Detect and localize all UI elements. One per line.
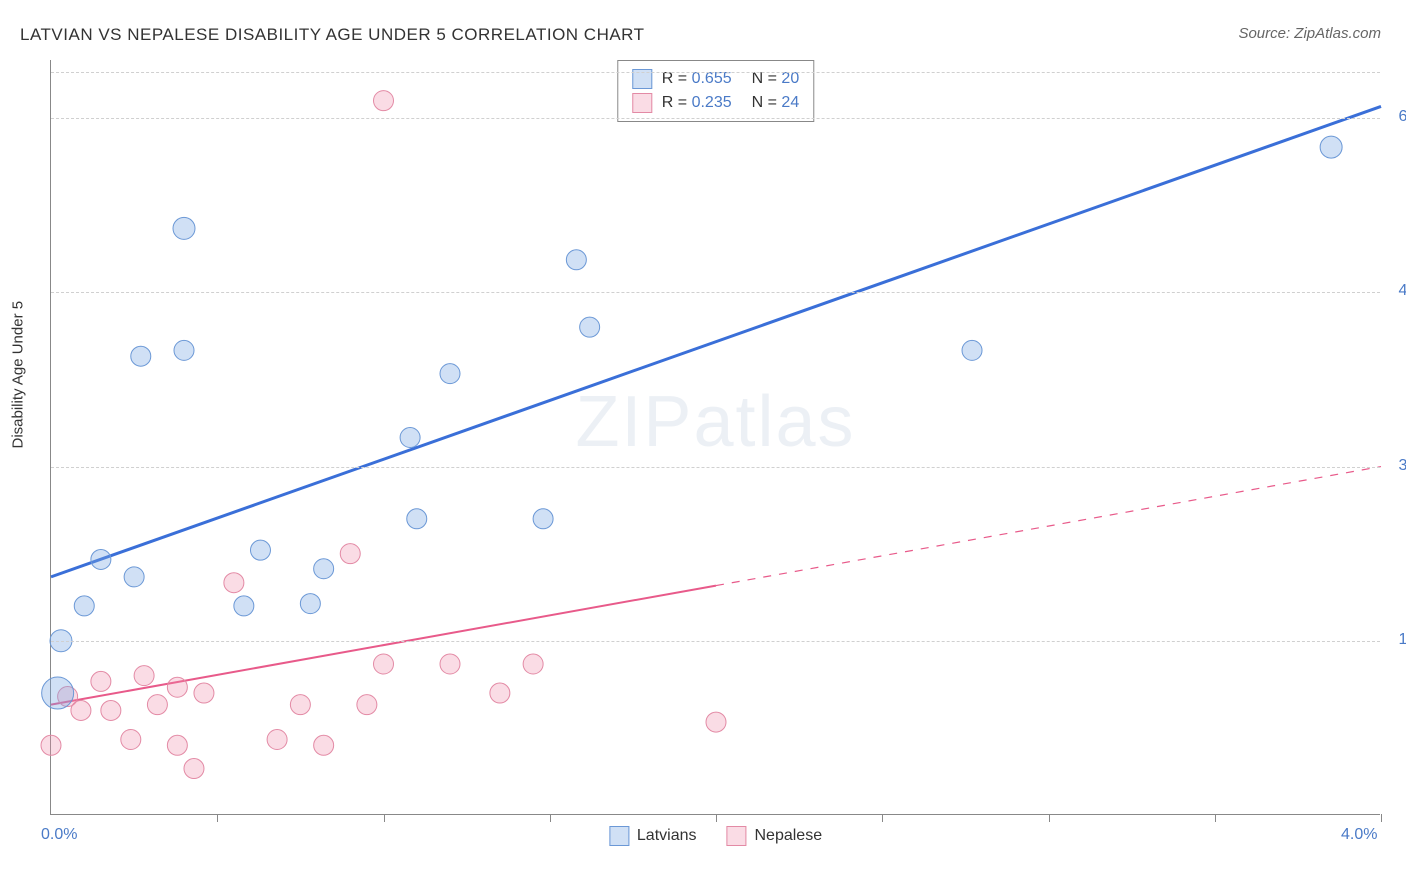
legend-stat-row-nepalese: R = 0.235 N = 24 bbox=[632, 91, 799, 115]
data-point-nepalese bbox=[523, 654, 543, 674]
data-point-latvians bbox=[533, 509, 553, 529]
x-tick bbox=[384, 814, 385, 822]
data-point-latvians bbox=[174, 340, 194, 360]
data-point-latvians bbox=[42, 677, 74, 709]
legend-label-latvians: Latvians bbox=[637, 827, 697, 845]
data-point-nepalese bbox=[134, 666, 154, 686]
y-axis-label: Disability Age Under 5 bbox=[10, 301, 27, 449]
x-tick bbox=[1381, 814, 1382, 822]
stat-n-value-nepalese: 24 bbox=[781, 94, 799, 111]
data-point-latvians bbox=[407, 509, 427, 529]
x-tick bbox=[217, 814, 218, 822]
data-point-latvians bbox=[580, 317, 600, 337]
chart-title: LATVIAN VS NEPALESE DISABILITY AGE UNDER… bbox=[20, 25, 645, 45]
data-point-latvians bbox=[91, 549, 111, 569]
x-tick bbox=[882, 814, 883, 822]
stat-r-latvians: R = 0.655 bbox=[662, 70, 732, 88]
data-point-latvians bbox=[250, 540, 270, 560]
data-point-latvians bbox=[314, 559, 334, 579]
data-point-latvians bbox=[1320, 136, 1342, 158]
data-point-nepalese bbox=[290, 695, 310, 715]
x-tick bbox=[1215, 814, 1216, 822]
data-point-nepalese bbox=[184, 759, 204, 779]
stat-r-value-nepalese: 0.235 bbox=[692, 94, 732, 111]
data-point-nepalese bbox=[71, 700, 91, 720]
scatter-plot-svg bbox=[51, 60, 1380, 814]
stat-r-prefix: R = bbox=[662, 94, 687, 111]
swatch-latvians bbox=[609, 826, 629, 846]
gridline-h-top bbox=[51, 72, 1380, 73]
legend-series: Latvians Nepalese bbox=[609, 826, 822, 846]
gridline-h bbox=[51, 118, 1380, 119]
data-point-latvians bbox=[234, 596, 254, 616]
data-point-nepalese bbox=[121, 730, 141, 750]
x-tick-label: 4.0% bbox=[1341, 826, 1377, 844]
swatch-nepalese bbox=[632, 93, 652, 113]
data-point-nepalese bbox=[706, 712, 726, 732]
data-point-latvians bbox=[173, 217, 195, 239]
data-point-nepalese bbox=[314, 735, 334, 755]
y-tick-label: 6.0% bbox=[1399, 108, 1406, 126]
stat-n-nepalese: N = 24 bbox=[752, 94, 800, 112]
data-point-latvians bbox=[124, 567, 144, 587]
legend-label-nepalese: Nepalese bbox=[754, 827, 822, 845]
stat-n-latvians: N = 20 bbox=[752, 70, 800, 88]
data-point-nepalese bbox=[41, 735, 61, 755]
data-point-nepalese bbox=[167, 735, 187, 755]
y-tick-label: 4.5% bbox=[1399, 282, 1406, 300]
data-point-latvians bbox=[131, 346, 151, 366]
source-attribution: Source: ZipAtlas.com bbox=[1238, 25, 1381, 42]
data-point-nepalese bbox=[357, 695, 377, 715]
data-point-nepalese bbox=[91, 671, 111, 691]
data-point-latvians bbox=[440, 364, 460, 384]
legend-item-nepalese: Nepalese bbox=[726, 826, 822, 846]
data-point-nepalese bbox=[440, 654, 460, 674]
x-tick-label: 0.0% bbox=[41, 826, 77, 844]
trend-line-dashed-nepalese bbox=[716, 467, 1381, 586]
data-point-nepalese bbox=[267, 730, 287, 750]
data-point-nepalese bbox=[374, 91, 394, 111]
legend-stat-row-latvians: R = 0.655 N = 20 bbox=[632, 67, 799, 91]
x-tick bbox=[550, 814, 551, 822]
data-point-latvians bbox=[74, 596, 94, 616]
data-point-nepalese bbox=[101, 700, 121, 720]
x-tick bbox=[716, 814, 717, 822]
data-point-nepalese bbox=[167, 677, 187, 697]
stat-r-nepalese: R = 0.235 bbox=[662, 94, 732, 112]
legend-item-latvians: Latvians bbox=[609, 826, 697, 846]
data-point-nepalese bbox=[490, 683, 510, 703]
gridline-h bbox=[51, 292, 1380, 293]
y-tick-label: 3.0% bbox=[1399, 457, 1406, 475]
data-point-nepalese bbox=[224, 573, 244, 593]
data-point-nepalese bbox=[147, 695, 167, 715]
data-point-nepalese bbox=[194, 683, 214, 703]
trend-line-latvians bbox=[51, 106, 1381, 576]
chart-container: LATVIAN VS NEPALESE DISABILITY AGE UNDER… bbox=[0, 0, 1406, 892]
y-tick-label: 1.5% bbox=[1399, 631, 1406, 649]
trend-line-nepalese bbox=[51, 586, 716, 705]
x-tick bbox=[1049, 814, 1050, 822]
data-point-latvians bbox=[566, 250, 586, 270]
data-point-nepalese bbox=[340, 544, 360, 564]
swatch-nepalese bbox=[726, 826, 746, 846]
legend-stats-box: R = 0.655 N = 20 R = 0.235 N = 24 bbox=[617, 60, 814, 122]
gridline-h bbox=[51, 467, 1380, 468]
gridline-h bbox=[51, 641, 1380, 642]
stat-n-prefix: N = bbox=[752, 94, 777, 111]
data-point-latvians bbox=[400, 428, 420, 448]
data-point-nepalese bbox=[374, 654, 394, 674]
data-point-latvians bbox=[962, 340, 982, 360]
plot-area: ZIPatlas R = 0.655 N = 20 R = 0.235 bbox=[50, 60, 1380, 815]
data-point-latvians bbox=[300, 594, 320, 614]
